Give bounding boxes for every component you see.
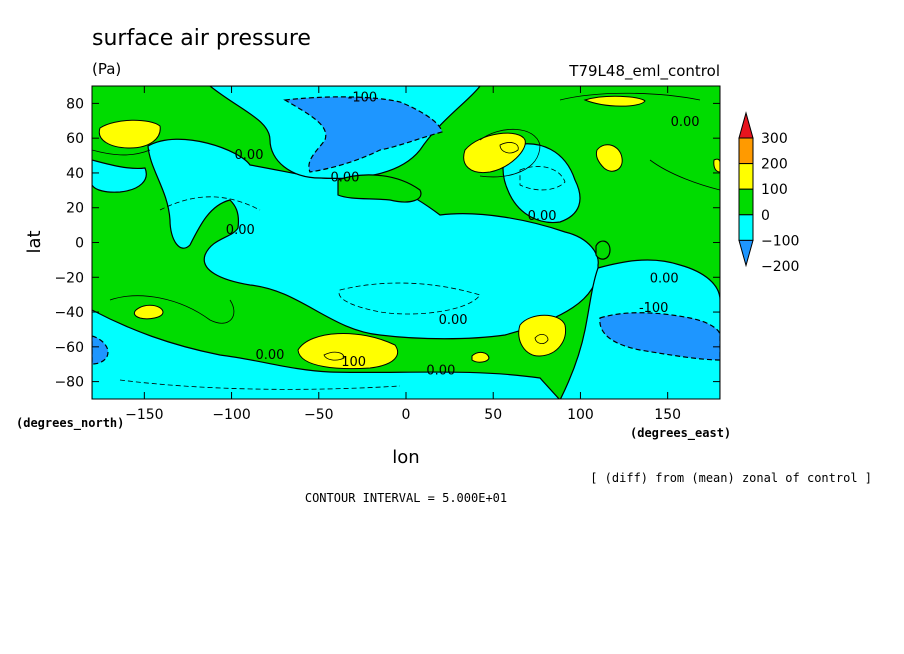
region-green-dot xyxy=(595,240,611,260)
contour-line xyxy=(519,166,566,191)
contour-line xyxy=(479,128,541,178)
region-neg200-north xyxy=(283,96,443,173)
contour-line xyxy=(649,159,720,191)
contour-line xyxy=(92,149,151,156)
contour-line xyxy=(323,351,345,361)
legend-swatch xyxy=(738,239,754,268)
x-tick-label: −50 xyxy=(304,407,334,423)
contour-line xyxy=(559,92,701,101)
x-tick-label: 50 xyxy=(484,407,502,423)
legend-swatch xyxy=(738,111,754,139)
region-pos-north1 xyxy=(463,132,526,174)
region-pos-small xyxy=(471,351,490,363)
contour-label: 0.00 xyxy=(255,348,284,363)
contour-line xyxy=(119,379,401,390)
y-tick-label: −40 xyxy=(54,305,84,321)
legend-label: −100 xyxy=(761,233,799,249)
region-neg200-west xyxy=(92,335,109,365)
region-pos-south2 xyxy=(518,314,567,357)
region-green-island xyxy=(337,174,422,203)
legend-swatch xyxy=(738,188,754,216)
legend-label: −200 xyxy=(761,259,799,275)
contour-interval: CONTOUR INTERVAL = 5.000E+01 xyxy=(305,491,507,505)
contour-lines xyxy=(92,92,720,390)
legend-label: 300 xyxy=(761,131,788,147)
x-tick-label: 0 xyxy=(402,407,411,423)
x-tick-label: −100 xyxy=(212,407,250,423)
y-unit-label: (degrees_north) xyxy=(16,416,124,431)
contour-label: 0.00 xyxy=(671,115,700,130)
legend-swatch xyxy=(738,137,754,165)
contour-line xyxy=(338,282,481,315)
contour-label: 0.00 xyxy=(650,271,679,286)
region-pos-sw xyxy=(133,304,164,320)
contour-line xyxy=(499,142,519,154)
x-tick-label: 150 xyxy=(654,407,681,423)
contour-line xyxy=(109,295,235,324)
contour-label: -100 xyxy=(639,301,669,316)
contour-field xyxy=(92,86,720,399)
contour-label: 0.00 xyxy=(528,209,557,224)
y-tick-label: 60 xyxy=(66,131,84,147)
legend-label: 200 xyxy=(761,157,788,173)
legend-swatch xyxy=(738,214,754,241)
x-axis: −150 −100 −50 0 50 100 150 xyxy=(125,86,681,423)
chart-title: surface air pressure xyxy=(92,26,311,51)
x-unit-label: (degrees_east) xyxy=(630,426,731,441)
region-neg-ne xyxy=(502,143,581,224)
region-pos-northwest xyxy=(98,119,161,149)
contour-label: 0.00 xyxy=(426,364,455,379)
region-neg-northwest xyxy=(92,159,147,193)
y-tick-label: 0 xyxy=(75,236,84,252)
y-tick-label: 20 xyxy=(66,201,84,217)
region-pos-south1 xyxy=(297,333,399,370)
contour-label: 0.00 xyxy=(439,313,468,328)
contour-label: -100 xyxy=(348,91,378,106)
units-label: (Pa) xyxy=(92,60,121,78)
mean-note: [ (diff) from (mean) zonal of control ] xyxy=(590,471,872,485)
contour-label: 0.00 xyxy=(235,148,264,163)
x-tick-label: −150 xyxy=(125,407,163,423)
region-neg200-east xyxy=(599,312,720,361)
x-tick-label: 100 xyxy=(567,407,594,423)
y-tick-label: 40 xyxy=(66,166,84,182)
region-pos-ne xyxy=(595,144,623,172)
legend-label: 100 xyxy=(761,182,788,198)
experiment-label: T79L48_eml_control xyxy=(568,62,720,81)
contour-label: 0.00 xyxy=(330,171,359,186)
y-tick-label: 80 xyxy=(66,96,84,112)
contour-label: 100 xyxy=(341,355,366,370)
y-axis: 80 60 40 20 0 −20 −40 −60 −80 xyxy=(54,96,720,391)
y-tick-label: −80 xyxy=(54,375,84,391)
contour-labels: -100 0.00 0.00 0.00 0.00 0.00 0.00 -100 0.00 0.00… xyxy=(226,91,700,379)
y-axis-label: lat xyxy=(24,230,45,253)
y-tick-label: −20 xyxy=(54,270,84,286)
contour-line xyxy=(534,334,549,344)
x-axis-label: lon xyxy=(392,447,419,468)
y-tick-label: −60 xyxy=(54,340,84,356)
region-pos-edge xyxy=(713,158,720,173)
region-pos-north2 xyxy=(583,95,646,107)
region-neg-south xyxy=(92,309,560,399)
legend-label: 0 xyxy=(761,208,770,224)
legend-swatch xyxy=(738,163,754,190)
contour-label: 0.00 xyxy=(226,223,255,238)
legend: 300 200 100 0 −100 −200 xyxy=(738,111,799,275)
